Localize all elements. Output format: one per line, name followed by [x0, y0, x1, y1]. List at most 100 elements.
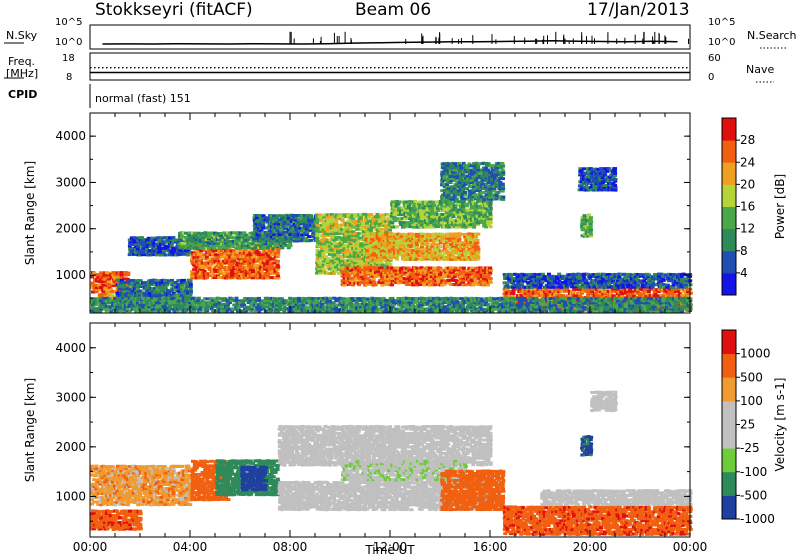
power-panel-cell	[357, 251, 361, 254]
power-panel-cell	[346, 236, 351, 240]
power-panel-cell	[398, 253, 403, 257]
power-panel-cell	[367, 271, 372, 275]
power-panel-cell	[329, 220, 334, 223]
power-panel-cell	[315, 248, 320, 252]
power-panel-cell	[336, 242, 341, 246]
power-panel-cell	[346, 270, 351, 274]
power-panel-cell	[370, 247, 374, 251]
power-panel-cell	[358, 215, 363, 219]
power-panel-cell	[382, 282, 387, 286]
power-panel-cell	[267, 239, 272, 243]
power-panel-cell	[427, 273, 432, 276]
power-panel-cell	[259, 262, 263, 265]
power-panel-cell	[400, 241, 405, 245]
power-panel-cell	[396, 266, 401, 270]
power-panel-cell	[309, 216, 313, 220]
power-panel-cell	[273, 270, 278, 274]
power-panel-cell	[485, 270, 490, 274]
power-panel-cell	[461, 270, 465, 274]
power-panel-cell	[213, 242, 218, 246]
power-panel-cell	[204, 233, 209, 237]
power-panel-cell	[325, 232, 330, 236]
power-panel-cell	[379, 258, 384, 261]
power-panel-cell	[148, 251, 153, 254]
power-panel-cell	[253, 265, 258, 269]
power-panel-cell	[369, 239, 374, 243]
power-panel-cell	[501, 177, 505, 181]
power-panel-cell	[448, 268, 453, 272]
power-panel-cell	[425, 277, 430, 281]
power-panel-cell	[369, 269, 374, 272]
power-panel-cell	[265, 233, 270, 237]
power-panel-cell	[442, 282, 447, 286]
power-panel-cell	[140, 240, 145, 244]
power-panel-cell	[398, 272, 403, 276]
power-panel-cell	[221, 255, 226, 259]
power-panel-cell	[218, 266, 222, 270]
power-panel-cell	[359, 247, 364, 250]
power-panel-cell	[258, 275, 263, 279]
power-panel-cell	[271, 246, 276, 250]
power-panel-cell	[479, 272, 484, 276]
power-panel-cell	[336, 246, 341, 250]
power-panel-cell	[300, 228, 305, 232]
power-panel-cell	[254, 242, 259, 246]
power-panel-cell	[171, 282, 176, 286]
power-panel-cell	[329, 232, 334, 236]
power-panel-cell	[215, 231, 220, 235]
power-panel-cell	[230, 272, 234, 276]
power-panel-cell	[271, 237, 276, 241]
power-panel-cell	[342, 276, 347, 280]
power-panel-cell	[322, 269, 327, 273]
power-panel-cell	[385, 213, 390, 217]
power-panel-cell	[433, 283, 438, 287]
power-panel-cell	[159, 285, 164, 289]
power-panel-cell	[209, 261, 214, 265]
power-panel-cell	[219, 253, 224, 256]
power-panel-cell	[280, 246, 285, 250]
power-panel-cell	[259, 235, 263, 238]
power-panel-cell	[211, 253, 216, 257]
power-panel-cell	[438, 272, 443, 276]
power-panel-cell	[292, 216, 297, 220]
power-panel-cell	[325, 246, 330, 250]
power-panel-cell	[373, 263, 378, 267]
power-panel-cell	[400, 251, 405, 255]
power-panel-cell	[467, 282, 472, 286]
power-panel-cell	[227, 246, 232, 250]
power-panel-cell	[350, 238, 355, 242]
power-panel-cell	[269, 214, 274, 218]
power-panel-cell	[117, 287, 122, 291]
power-panel-cell	[436, 278, 441, 282]
power-panel-cell	[471, 279, 476, 283]
power-panel-cell	[282, 220, 287, 224]
power-panel-cell	[221, 266, 226, 270]
power-panel-cell	[213, 265, 218, 269]
power-panel-cell	[311, 233, 315, 236]
power-panel-cell	[236, 233, 241, 237]
power-panel-cell	[344, 221, 349, 225]
power-panel-cell	[375, 228, 380, 232]
power-panel-cell	[152, 252, 157, 256]
power-panel-cell	[440, 278, 445, 282]
power-panel-cell	[340, 257, 345, 261]
power-panel-cell	[273, 247, 278, 251]
power-panel-cell	[98, 288, 103, 292]
power-panel-cell	[294, 214, 299, 217]
power-panel-cell	[356, 256, 361, 260]
power-panel-cell	[483, 283, 488, 286]
power-panel-cell	[352, 278, 357, 282]
power-panel-cell	[402, 239, 407, 243]
power-panel-cell	[342, 283, 347, 287]
power-panel-cell	[315, 227, 319, 231]
power-panel-cell	[135, 281, 140, 284]
power-panel-cell	[252, 255, 257, 259]
power-panel-cell	[167, 240, 172, 244]
power-panel-cell	[356, 253, 361, 257]
power-panel-cell	[227, 267, 232, 271]
power-panel-cell	[133, 245, 138, 249]
power-panel-cell	[240, 249, 245, 253]
power-panel-cell	[227, 240, 232, 244]
power-panel-cell	[261, 214, 266, 218]
power-panel-cell	[431, 268, 436, 272]
